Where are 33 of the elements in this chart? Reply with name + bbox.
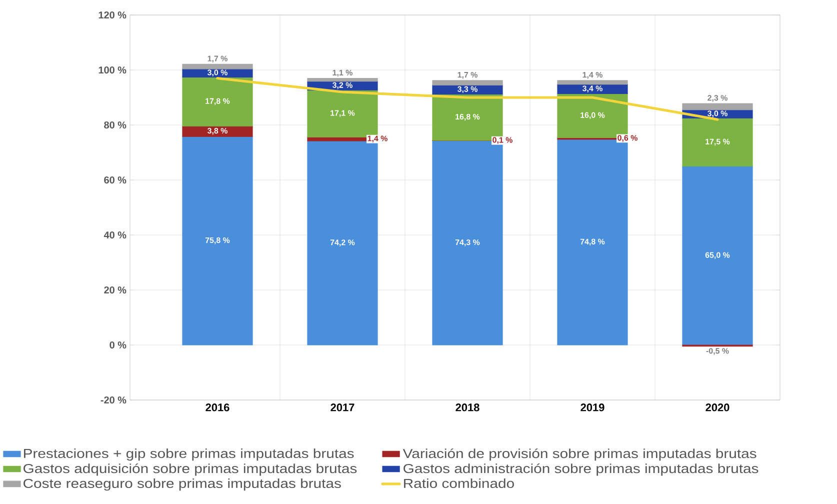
bar <box>307 140 378 346</box>
x-tick-label: 2016 <box>206 404 230 412</box>
legend-label: Ratio combinado <box>404 478 514 488</box>
y-tick-label: 0 % <box>110 341 126 349</box>
y-tick-label: 100 % <box>98 66 126 74</box>
bar <box>557 84 628 94</box>
x-tick-label: 2018 <box>456 404 480 412</box>
legend-label: Prestaciones + gip sobre primas imputadas brutas <box>24 448 354 461</box>
legend-label: Gastos adquisición sobre primas imputadas brutas <box>24 463 357 476</box>
y-tick-label: 20 % <box>104 286 126 294</box>
y-tick-label: 60 % <box>104 176 126 184</box>
legend-label: Coste reaseguro sobre primas imputadas brutas <box>24 478 341 491</box>
y-tick-label: 80 % <box>104 121 126 129</box>
bar <box>182 126 253 137</box>
y-tick-label: 120 % <box>98 11 126 19</box>
x-tick-label: 2019 <box>580 404 604 412</box>
x-tick-label: 2017 <box>330 404 354 412</box>
y-tick-label: 40 % <box>104 231 126 239</box>
y-tick-label: -20 % <box>100 396 126 404</box>
bar <box>182 68 253 78</box>
bar <box>182 76 253 126</box>
bar <box>557 80 628 85</box>
bar <box>182 64 253 70</box>
bar <box>307 90 378 138</box>
bar <box>682 103 753 110</box>
bar <box>182 136 253 346</box>
bar <box>432 80 503 86</box>
x-tick-label: 2020 <box>706 404 730 412</box>
legend-label: Variación de provisión sobre primas imputadas brutas <box>402 448 756 461</box>
bar <box>682 166 753 346</box>
bar <box>682 118 753 167</box>
legend-label: Gastos administración sobre primas imputadas brutas <box>404 463 758 476</box>
bar <box>307 78 378 82</box>
